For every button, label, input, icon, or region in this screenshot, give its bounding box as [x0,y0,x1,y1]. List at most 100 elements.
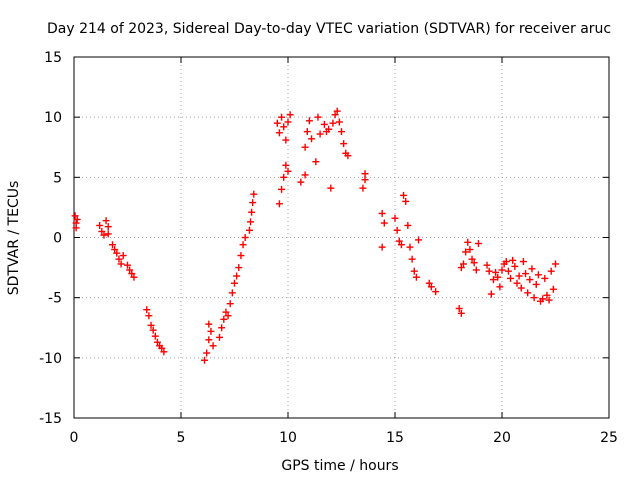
data-point [224,312,232,320]
data-point [301,171,309,179]
data-point [100,231,108,239]
data-point [408,255,416,263]
data-point [113,249,121,257]
data-point [216,333,224,341]
data-point [96,221,104,229]
data-point [308,135,316,143]
data-point [72,224,80,232]
data-point [338,128,345,136]
x-tick-label: 20 [493,430,511,446]
data-point [73,215,81,223]
grid-lines [74,57,609,418]
data-point [378,209,386,217]
data-point [316,130,324,138]
data-point [220,315,228,323]
data-point [226,300,234,308]
data-point [102,217,110,225]
x-tick-label: 5 [177,430,186,446]
x-tick-label: 15 [386,430,404,446]
data-point [278,185,286,193]
data-point [241,234,249,241]
x-tick-label: 10 [279,430,297,446]
y-tick-label: 5 [53,170,62,186]
data-point [331,111,339,119]
data-point [545,296,553,304]
data-point [327,184,335,192]
data-point [147,321,155,329]
data-point [98,227,106,235]
data-point [249,199,257,207]
data-point [335,118,343,126]
data-point [406,243,414,251]
data-point [492,268,500,276]
data-point [552,260,559,268]
data-point [489,276,497,284]
data-point [513,279,521,287]
data-point [205,320,213,328]
y-axis-label: SDTVAR / TECUs [6,181,22,296]
data-point [282,161,290,169]
data-point [153,338,161,346]
data-point [303,128,311,136]
data-point [515,272,523,280]
data-point [378,243,386,251]
data-point [455,304,463,312]
data-point [301,143,309,151]
data-point [158,344,166,352]
data-point [286,111,294,119]
data-point [504,267,512,275]
data-point [498,266,506,274]
data-point [111,246,119,254]
data-point [539,295,547,303]
data-point [280,173,288,181]
data-point [109,241,117,249]
data-point [273,119,281,127]
data-point [282,136,290,144]
data-point [400,191,408,199]
data-point [526,276,534,284]
data-point [280,123,288,131]
data-point [233,272,241,280]
data-point [472,266,480,274]
data-point [496,283,504,291]
data-point [524,289,532,297]
data-point [391,214,399,222]
data-point [239,241,247,249]
data-point [201,356,209,364]
data-point [284,167,292,175]
data-point [487,290,495,298]
data-point [314,113,322,121]
data-point [509,256,517,264]
data-point [248,208,256,216]
data-point [359,184,367,192]
data-point [160,348,168,356]
axis-ticks: 0 5 10 15 20 25 -15 -10 -5 0 5 10 15 [39,50,618,446]
data-point [380,219,388,227]
data-point [305,117,313,125]
data-point [410,267,418,275]
data-point [228,289,236,297]
data-point [130,273,138,281]
data-point [218,324,226,332]
data-point [483,261,491,269]
data-point [231,279,238,287]
data-point [320,120,328,128]
data-point [361,176,369,184]
data-point [278,113,286,121]
x-axis-label: GPS time / hours [281,458,398,474]
data-point [466,246,474,254]
data-point [397,241,405,249]
data-point [395,237,403,245]
y-tick-label: 15 [44,50,62,66]
data-point [534,271,542,279]
data-point [145,312,153,320]
data-point [402,197,410,205]
data-point [209,342,217,350]
y-tick-label: -15 [39,411,62,427]
data-point [235,264,243,272]
data-point [530,294,538,302]
data-point [119,252,127,260]
data-point [415,236,423,244]
data-point [124,261,131,269]
data-point [532,280,540,288]
